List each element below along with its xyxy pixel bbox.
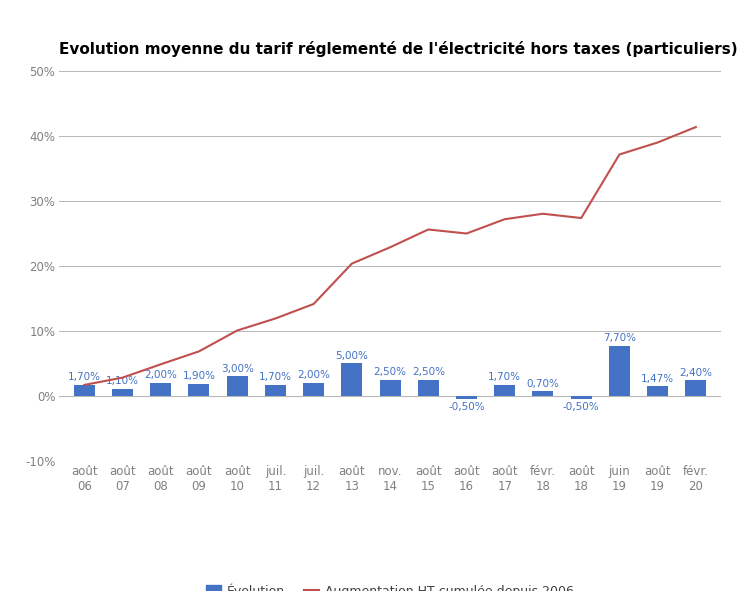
Bar [609, 346, 630, 396]
Legend: Évolution, Augmentation HT cumulée depuis 2006: Évolution, Augmentation HT cumulée depui… [201, 580, 580, 591]
Bar [265, 385, 286, 396]
Bar [303, 383, 324, 396]
Bar [647, 387, 668, 396]
Bar [150, 383, 171, 396]
Text: 1,70%: 1,70% [68, 372, 101, 382]
Bar [418, 380, 439, 396]
Bar [341, 363, 363, 396]
Text: 2,50%: 2,50% [412, 367, 445, 377]
Text: 3,00%: 3,00% [221, 364, 253, 374]
Text: 2,50%: 2,50% [374, 367, 406, 377]
Text: 1,47%: 1,47% [641, 374, 674, 384]
Text: 1,70%: 1,70% [259, 372, 292, 382]
Text: 5,00%: 5,00% [335, 351, 369, 361]
Text: 0,70%: 0,70% [527, 379, 559, 389]
Bar [112, 389, 133, 396]
Bar [685, 381, 707, 396]
Bar [533, 391, 554, 396]
Text: 2,00%: 2,00% [297, 371, 330, 381]
Text: -0,50%: -0,50% [563, 402, 600, 412]
Text: 7,70%: 7,70% [603, 333, 636, 343]
Bar [189, 384, 210, 396]
Text: 1,10%: 1,10% [106, 376, 139, 387]
Bar [380, 380, 400, 396]
Bar [227, 376, 247, 396]
Text: 1,90%: 1,90% [183, 371, 215, 381]
Bar [456, 396, 477, 400]
Text: 2,00%: 2,00% [144, 371, 177, 381]
Bar [571, 396, 591, 400]
Bar [494, 385, 515, 396]
Text: -0,50%: -0,50% [448, 402, 485, 412]
Text: 2,40%: 2,40% [679, 368, 713, 378]
Text: 1,70%: 1,70% [488, 372, 522, 382]
Bar [74, 385, 95, 396]
Text: Evolution moyenne du tarif réglementé de l'électricité hors taxes (particuliers): Evolution moyenne du tarif réglementé de… [59, 41, 738, 57]
